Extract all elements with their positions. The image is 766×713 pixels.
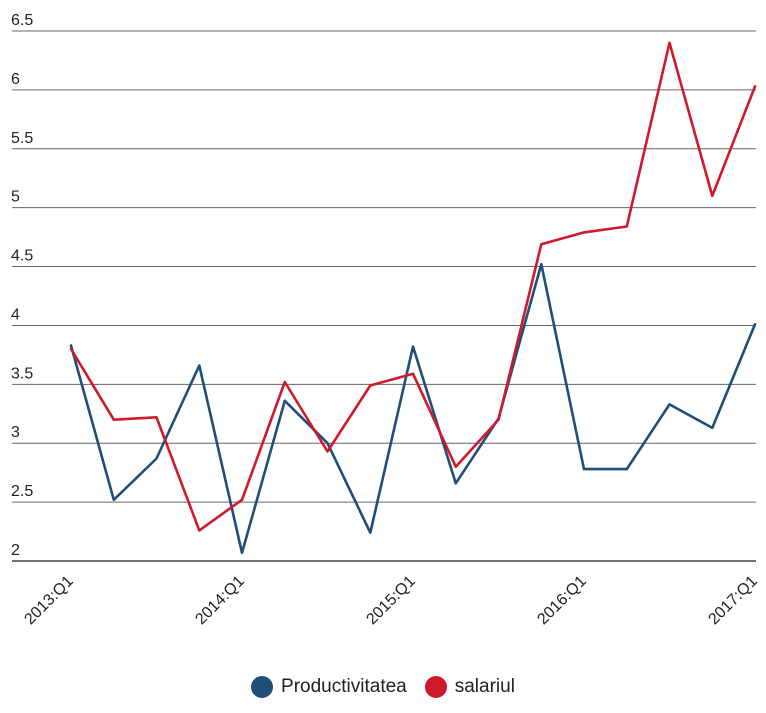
series-line-salariul bbox=[69, 41, 757, 532]
series-line-productivitatea bbox=[69, 262, 757, 555]
x-tick-label: 2015:Q1 bbox=[363, 573, 418, 628]
y-tick-label: 4.5 bbox=[11, 248, 33, 265]
legend-item-productivitatea[interactable]: Productivitatea bbox=[251, 676, 407, 698]
y-tick-label: 6.5 bbox=[11, 12, 33, 29]
legend-marker-salariul bbox=[424, 676, 447, 698]
legend-label-salariul: salariul bbox=[454, 676, 515, 697]
y-tick-label: 3 bbox=[11, 424, 20, 441]
x-tick-label: 2016:Q1 bbox=[534, 573, 589, 628]
line-chart: 2 2.5 3 3.5 4 4.5 5 5.5 6 6.5 2013:Q1 2014:Q1 2015:… bbox=[11, 12, 761, 628]
y-tick-label: 4 bbox=[11, 306, 20, 323]
y-tick-label: 3.5 bbox=[11, 365, 33, 382]
legend-marker-productivitatea bbox=[251, 676, 274, 698]
series-lines bbox=[69, 41, 757, 555]
legend-label-productivitatea: Productivitatea bbox=[281, 676, 407, 697]
y-tick-label: 2.5 bbox=[11, 483, 33, 500]
y-tick-label: 6 bbox=[11, 71, 20, 88]
legend: Productivitatea salariul bbox=[0, 676, 766, 698]
gridlines bbox=[12, 30, 756, 562]
x-tick-label: 2013:Q1 bbox=[21, 573, 76, 628]
y-axis-ticks: 2 2.5 3 3.5 4 4.5 5 5.5 6 6.5 bbox=[11, 12, 33, 559]
x-tick-label: 2014:Q1 bbox=[192, 573, 247, 628]
legend-item-salariul[interactable]: salariul bbox=[424, 676, 515, 698]
x-axis-ticks: 2013:Q1 2014:Q1 2015:Q1 2016:Q1 2017:Q1 bbox=[21, 573, 760, 628]
x-tick-label: 2017:Q1 bbox=[705, 573, 760, 628]
y-tick-label: 5 bbox=[11, 189, 20, 206]
y-tick-label: 5.5 bbox=[11, 130, 33, 147]
y-tick-label: 2 bbox=[11, 542, 20, 559]
